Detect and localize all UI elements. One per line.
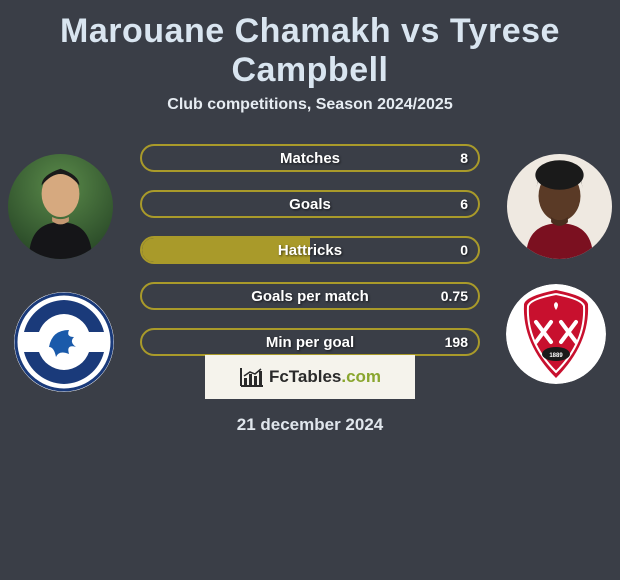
stat-row-min-per-goal: Min per goal 198 bbox=[140, 328, 480, 356]
club-left-logo bbox=[14, 292, 114, 392]
brand-text: FcTables.com bbox=[269, 367, 381, 387]
stat-value-right: 0.75 bbox=[441, 284, 468, 308]
club-right-logo: 1889 bbox=[506, 284, 606, 384]
stat-value-right: 6 bbox=[460, 192, 468, 216]
stat-label: Min per goal bbox=[142, 330, 478, 354]
stat-bars: Matches 8 Goals 6 Hattricks 0 Goals per … bbox=[140, 144, 480, 374]
stat-row-matches: Matches 8 bbox=[140, 144, 480, 172]
stat-row-hattricks: Hattricks 0 bbox=[140, 236, 480, 264]
brand-name: FcTables bbox=[269, 367, 341, 386]
comparison-area: 1889 Matches 8 Goals 6 Hattricks 0 Goals… bbox=[0, 144, 620, 444]
stat-label: Goals bbox=[142, 192, 478, 216]
stat-value-right: 0 bbox=[460, 238, 468, 262]
stat-label: Hattricks bbox=[142, 238, 478, 262]
stat-row-goals-per-match: Goals per match 0.75 bbox=[140, 282, 480, 310]
brand-badge: FcTables.com bbox=[205, 355, 415, 399]
stat-label: Goals per match bbox=[142, 284, 478, 308]
stat-row-goals: Goals 6 bbox=[140, 190, 480, 218]
brand-suffix: .com bbox=[341, 367, 381, 386]
page-title: Marouane Chamakh vs Tyrese Campbell bbox=[0, 0, 620, 96]
brand-chart-icon bbox=[239, 366, 265, 388]
svg-text:1889: 1889 bbox=[549, 353, 563, 359]
subtitle: Club competitions, Season 2024/2025 bbox=[0, 96, 620, 114]
stat-label: Matches bbox=[142, 146, 478, 170]
player-left-avatar bbox=[8, 154, 113, 259]
player-right-avatar bbox=[507, 154, 612, 259]
stat-value-right: 8 bbox=[460, 146, 468, 170]
stat-value-right: 198 bbox=[445, 330, 468, 354]
date-label: 21 december 2024 bbox=[0, 415, 620, 435]
